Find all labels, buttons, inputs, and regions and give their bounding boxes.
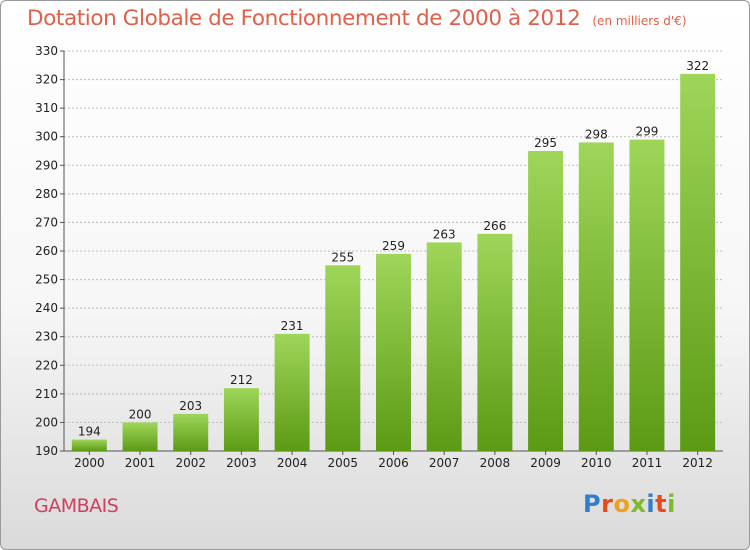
proxiti-logo[interactable]: Proxiti xyxy=(583,490,676,518)
bar xyxy=(629,139,665,452)
bars xyxy=(71,73,716,452)
title-text: Dotation Globale de Fonctionnement de 20… xyxy=(27,6,581,31)
bar-value-label: 212 xyxy=(230,373,253,387)
bar xyxy=(173,413,209,451)
bar-value-label: 194 xyxy=(78,425,101,439)
logo-letter: r xyxy=(601,490,614,518)
y-tick-label: 240 xyxy=(35,301,58,315)
bar xyxy=(223,388,259,451)
y-tick-label: 320 xyxy=(35,73,58,87)
bar-value-label: 266 xyxy=(483,219,506,233)
bar xyxy=(477,233,513,451)
y-tick-label: 200 xyxy=(35,415,58,429)
x-tick-label: 2000 xyxy=(74,456,105,470)
x-tick-label: 2011 xyxy=(632,456,663,470)
y-tick-label: 280 xyxy=(35,187,58,201)
bar xyxy=(376,253,411,451)
y-tick-label: 310 xyxy=(35,101,58,115)
bar xyxy=(71,439,107,451)
x-tick-label: 2008 xyxy=(480,456,511,470)
y-tick-label: 230 xyxy=(35,330,58,344)
bar xyxy=(578,142,614,451)
bar xyxy=(325,265,361,451)
logo-letter: i xyxy=(667,490,676,518)
bar-value-label: 299 xyxy=(636,125,659,139)
x-tick-label: 2010 xyxy=(581,456,612,470)
x-tick-label: 2006 xyxy=(378,456,409,470)
x-tick-label: 2007 xyxy=(429,456,460,470)
x-tick-label: 2003 xyxy=(226,456,257,470)
commune-name: GAMBAIS xyxy=(34,495,119,517)
bar-value-label: 263 xyxy=(433,227,456,241)
y-tick-label: 260 xyxy=(35,244,58,258)
bar xyxy=(528,151,564,451)
bar xyxy=(680,73,716,451)
x-tick-label: 2002 xyxy=(175,456,206,470)
value-labels: 194 200 203 212 231 255 259 263 266 295 298 299 322 xyxy=(78,59,709,439)
x-tick-label: 2001 xyxy=(125,456,156,470)
y-tick-label: 300 xyxy=(35,130,58,144)
y-tick-label: 330 xyxy=(35,44,58,58)
bar-value-label: 200 xyxy=(129,407,152,421)
y-tick-label: 270 xyxy=(35,215,58,229)
bar-value-label: 295 xyxy=(534,136,557,150)
x-tick-label: 2004 xyxy=(277,456,308,470)
logo-letter: o xyxy=(613,490,631,518)
logo-letter: i xyxy=(646,490,656,518)
bar xyxy=(426,242,462,451)
bar-value-label: 203 xyxy=(179,399,202,413)
y-tick-label: 210 xyxy=(35,387,58,401)
logo-letter: P xyxy=(583,490,602,518)
bar-value-label: 259 xyxy=(382,239,405,253)
logo-letter: t xyxy=(655,490,668,518)
bar-value-label: 231 xyxy=(281,319,304,333)
bar xyxy=(274,333,310,451)
bar-value-label: 298 xyxy=(585,127,608,141)
y-tick-label: 190 xyxy=(35,444,58,458)
y-tick-label: 250 xyxy=(35,273,58,287)
x-tick-label: 2009 xyxy=(530,456,561,470)
x-tick-label: 2012 xyxy=(682,456,713,470)
y-tick-label: 290 xyxy=(35,158,58,172)
bar-value-label: 322 xyxy=(686,59,709,73)
y-tick-label: 220 xyxy=(35,358,58,372)
x-tick-label: 2005 xyxy=(328,456,359,470)
bar-value-label: 255 xyxy=(331,250,354,264)
title-unit: (en milliers d'€) xyxy=(592,14,687,28)
bar xyxy=(122,422,158,451)
axes: 190 200 210 220 230 240 250 260 270 280 290 300 310 3… xyxy=(35,44,723,470)
logo-letter: x xyxy=(630,490,647,518)
chart-title: Dotation Globale de Fonctionnement de 20… xyxy=(27,6,687,31)
